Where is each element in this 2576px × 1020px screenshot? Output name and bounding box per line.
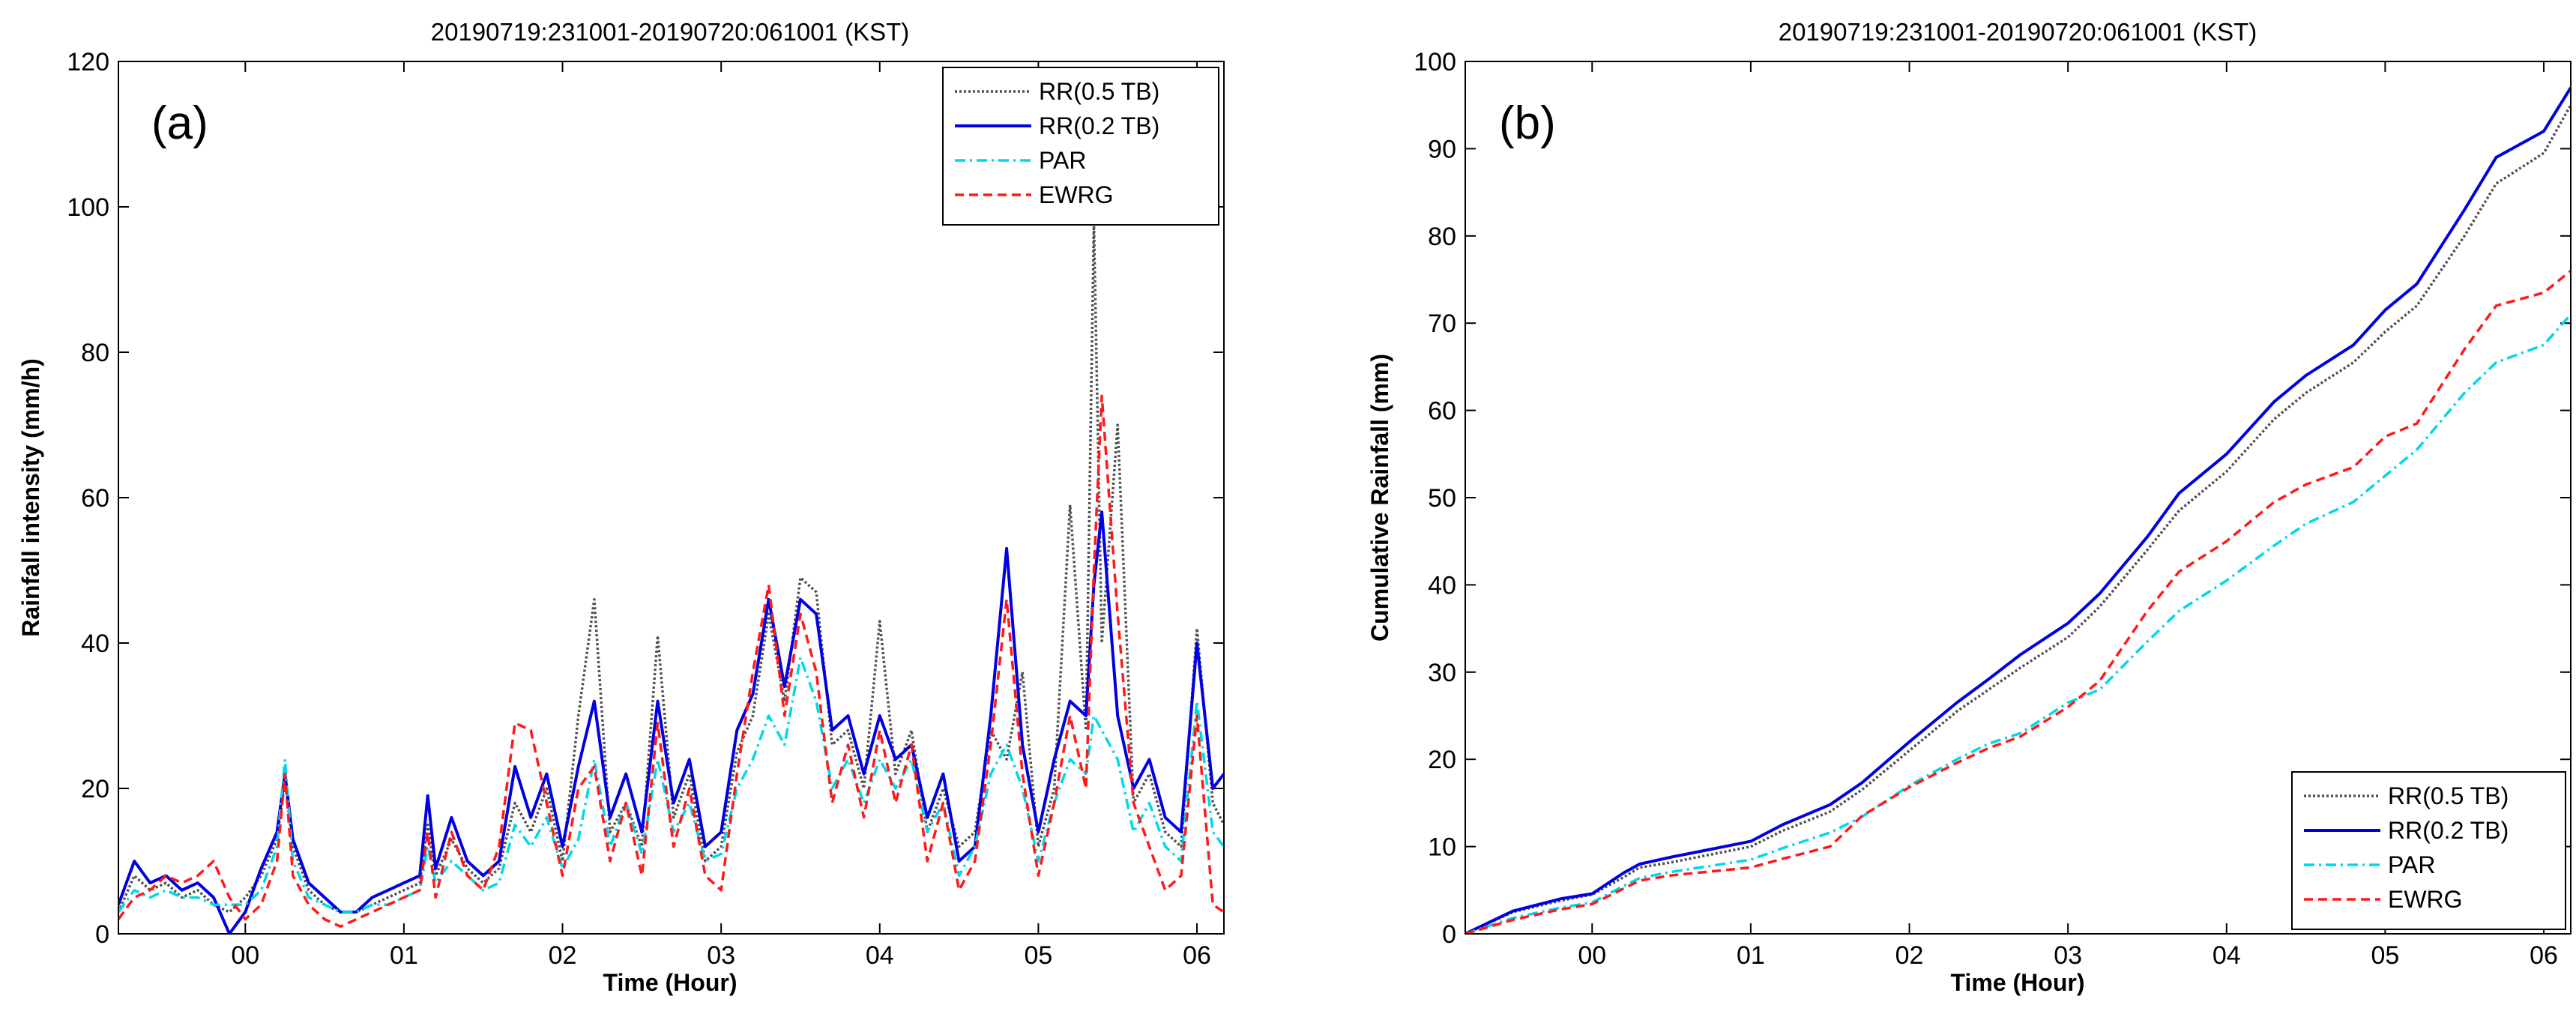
chart-a-legend-label: EWRG [1039,181,1114,208]
chart-b-x-tick-label: 05 [2371,941,2399,970]
chart-b-title: 20190719:231001-20190720:061001 (KST) [1779,18,2257,46]
chart-b-legend: RR(0.5 TB) RR(0.2 TB) PAR EWRG [2291,771,2566,930]
chart-b-x-tick-label: 03 [2054,941,2082,970]
chart-b-x-axis-label: Time (Hour) [1951,969,2085,996]
chart-a-x-axis-label: Time (Hour) [603,969,737,996]
chart-b-y-tick-label: 50 [1428,484,1456,513]
chart-panel-a: 20190719:231001-20190720:061001 (KST) 00… [17,18,1225,996]
chart-a-series-line-4 [118,394,1224,929]
chart-panel-b: 20190719:231001-20190720:061001 (KST) 00… [1366,18,2572,996]
chart-b-legend-label: EWRG [2388,886,2463,913]
chart-a-legend-box [942,67,1219,226]
chart-a-x-tick-label: 02 [549,941,577,970]
chart-a-y-tick-label: 120 [67,48,109,76]
chart-b-legend-label: RR(0.2 TB) [2388,817,2509,844]
chart-b-series-line-1 [1465,104,2571,934]
chart-b-y-tick-label: 60 [1428,397,1456,426]
chart-b-x-tick-label: 04 [2212,941,2241,970]
chart-b-legend-label: PAR [2388,851,2435,878]
chart-b-series-line-4 [1465,270,2571,934]
chart-b-y-tick-label: 10 [1428,833,1456,862]
chart-a-y-tick-label: 60 [81,484,109,513]
chart-b-legend-box [2291,771,2566,930]
chart-a-y-tick-label: 0 [95,920,109,949]
chart-a-panel-label: (a) [151,97,208,149]
chart-b-x-tick-label: 06 [2530,941,2558,970]
chart-b-series-line-3 [1465,313,2571,934]
chart-b-legend-label: RR(0.5 TB) [2388,782,2509,809]
chart-b-y-tick-label: 80 [1428,223,1456,251]
chart-a-series [118,220,1224,934]
chart-b-series-line-2 [1465,86,2571,934]
chart-b-y-tick-label: 100 [1414,48,1456,76]
chart-b-y-tick-label: 0 [1442,920,1456,949]
chart-a-x-tick-label: 06 [1183,941,1211,970]
chart-a-x-tick-label: 03 [707,941,735,970]
chart-a-legend-label: RR(0.5 TB) [1039,78,1159,105]
chart-b-y-tick-label: 70 [1428,310,1456,338]
chart-a-y-axis-label: Rainfall intensity (mm/h) [17,358,44,637]
chart-a-legend-label: PAR [1039,147,1086,174]
chart-a-x-tick-label: 04 [866,941,894,970]
chart-b-panel-label: (b) [1499,97,1556,149]
chart-b-x-tick-label: 00 [1578,941,1606,970]
chart-a-x-tick-label: 01 [390,941,418,970]
chart-b-frame [1465,61,2572,935]
chart-a-series-line-2 [118,510,1224,934]
chart-a-y-tick-label: 80 [81,339,109,367]
chart-b-y-tick-label: 90 [1428,135,1456,163]
chart-b-series [1465,86,2571,934]
chart-b-x-tick-label: 02 [1895,941,1924,970]
chart-a-x-tick-label: 05 [1024,941,1052,970]
chart-b-y-tick-label: 30 [1428,659,1456,687]
chart-a-x-tick-label: 00 [231,941,259,970]
chart-a-legend-label: RR(0.2 TB) [1039,112,1159,139]
chart-b-y-axis-label: Cumulative Rainfall (mm) [1366,354,1393,642]
chart-a-title: 20190719:231001-20190720:061001 (KST) [431,18,910,46]
chart-a-legend: RR(0.5 TB) RR(0.2 TB) PAR EWRG [942,67,1219,226]
chart-b-ticks: 00 01 02 03 04 05 06 0 10 20 30 40 50 60 70 80 90 100 [1414,48,2571,970]
chart-b-y-tick-label: 20 [1428,746,1456,774]
chart-a-frame [118,61,1225,935]
chart-b-y-tick-label: 40 [1428,571,1456,600]
chart-b-x-tick-label: 01 [1737,941,1765,970]
chart-a-y-tick-label: 20 [81,775,109,803]
chart-a-y-tick-label: 40 [81,630,109,658]
chart-a-y-tick-label: 100 [67,193,109,222]
chart-a-series-line-1 [118,220,1224,914]
chart-a-ticks: 00 01 02 03 04 05 06 0 20 40 60 80 100 120 [67,48,1224,970]
